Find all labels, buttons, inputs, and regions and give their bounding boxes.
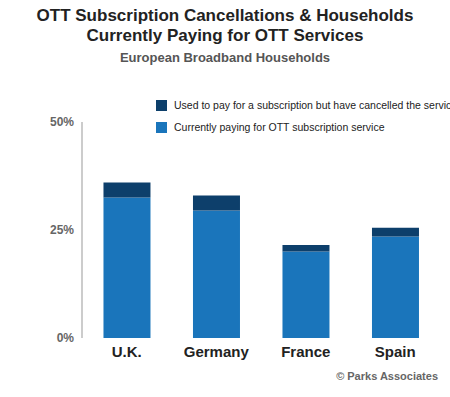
- svg-text:U.K.: U.K.: [112, 343, 142, 360]
- svg-text:Spain: Spain: [375, 343, 416, 360]
- html-text:OTT Subscription Cancellations: OTT Subscription Cancellations & Househo…: [36, 6, 414, 45]
- svg-text:50%: 50%: [50, 115, 74, 129]
- svg-text:0%: 0%: [57, 331, 75, 345]
- svg-text:Germany: Germany: [184, 343, 250, 360]
- html-text:European Broadband Households: European Broadband Households: [119, 50, 331, 65]
- html-text:© Parks Associates: © Parks Associates: [336, 370, 438, 382]
- html-text:Currently paying for OTT subsc: Currently paying for OTT subscription se…: [174, 121, 385, 133]
- svg-text:25%: 25%: [50, 223, 74, 237]
- svg-text:France: France: [281, 343, 330, 360]
